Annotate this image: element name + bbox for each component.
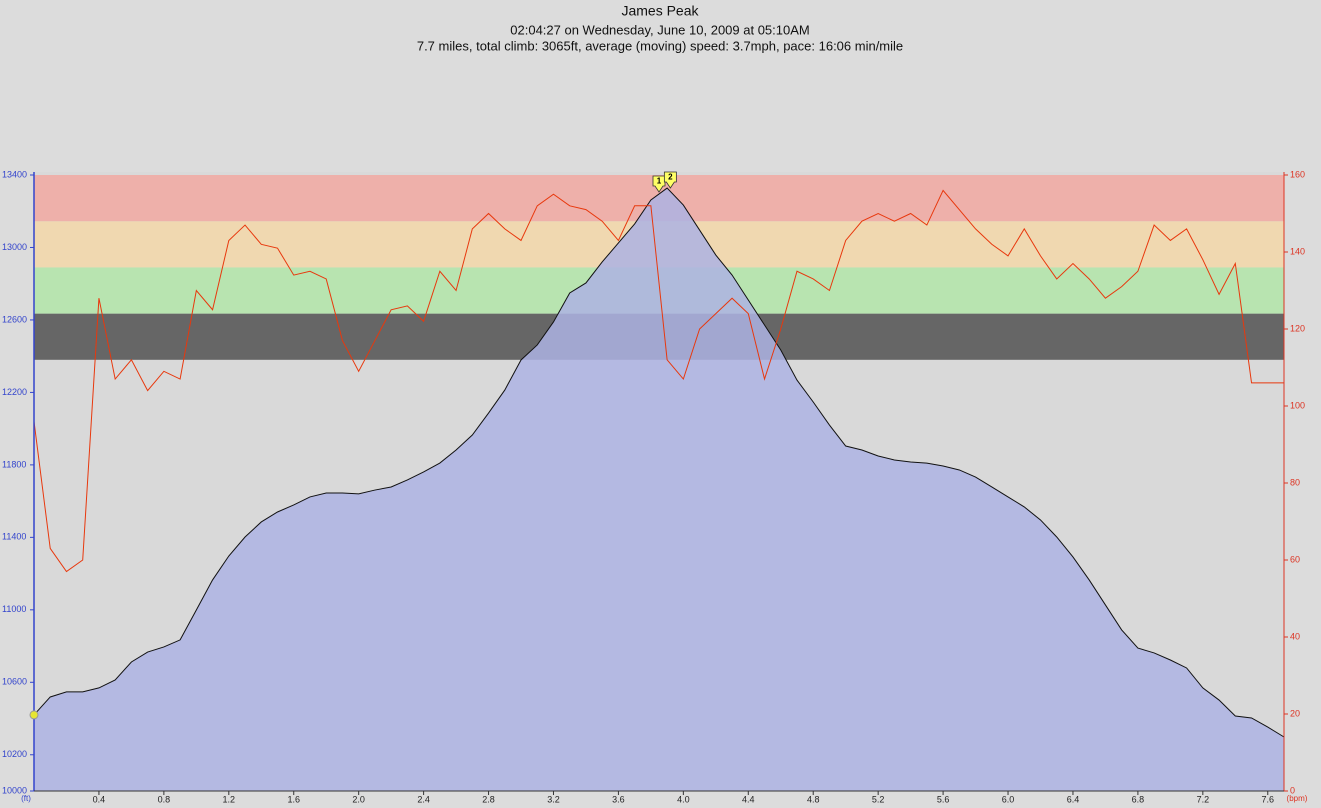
x-tick-label: 6.0 [1002,794,1015,804]
y-tick-label: 10600 [2,677,27,687]
y2-tick-label: 140 [1290,246,1305,256]
y-tick-label: 11400 [2,532,26,542]
lap-flag [663,171,677,189]
elevation-outline [33,187,1285,738]
x-tick-label: 0.4 [93,794,106,804]
chart-subtitle: 02:04:27 on Wednesday, June 10, 2009 at … [510,22,809,37]
chart-summary: 7.7 miles, total climb: 3065ft, average … [417,38,903,53]
x-tick-label: 0.8 [158,794,171,804]
x-tick-label: 6.8 [1132,794,1145,804]
y2-tick-label: 60 [1290,554,1300,564]
y2-tick-label: 0 [1290,785,1295,795]
y2-tick-label: 120 [1290,323,1305,333]
lap-label: 2 [668,173,673,182]
x-tick-label: 6.4 [1067,794,1080,804]
x-tick-label: 7.2 [1197,794,1210,804]
y2-tick-label: 80 [1290,477,1300,487]
x-tick-label: 7.6 [1262,794,1275,804]
x-tick-label: 1.2 [223,794,236,804]
y2-tick-label: 40 [1290,631,1300,641]
y-tick-label: 10000 [2,785,27,795]
y-tick-label: 12600 [2,314,27,324]
chart-title: James Peak [621,3,699,19]
y-tick-label: 12200 [2,387,27,397]
x-tick-label: 2.0 [352,794,365,804]
x-tick-label: 3.2 [547,794,560,804]
x-tick-label: 5.6 [937,794,950,804]
elevation-area [34,188,1284,792]
y-tick-label: 13400 [2,169,27,179]
x-tick-label: 3.6 [612,794,625,804]
x-tick-label: 1.6 [287,794,300,804]
y-tick-label: 10200 [2,749,27,759]
y-tick-label: 11800 [2,459,26,469]
x-tick-label: 2.4 [417,794,430,804]
x-tick-label: 4.0 [677,794,690,804]
y-axis-unit: (ft) [21,794,31,803]
start-marker [29,710,39,720]
lap-flag [652,175,666,193]
lap-label: 1 [657,177,662,186]
y2-tick-label: 100 [1290,400,1305,410]
y2-axis-unit: (bpm) [1287,794,1308,803]
x-tick-label: 4.8 [807,794,820,804]
heart-rate-line [33,189,1284,573]
y-tick-label: 11000 [2,604,26,614]
x-tick-label: 5.2 [872,794,885,804]
y2-tick-label: 20 [1290,708,1300,718]
y-tick-label: 13000 [2,242,27,252]
x-tick-label: 2.8 [482,794,495,804]
y2-tick-label: 160 [1290,169,1305,179]
x-tick-label: 4.4 [742,794,755,804]
